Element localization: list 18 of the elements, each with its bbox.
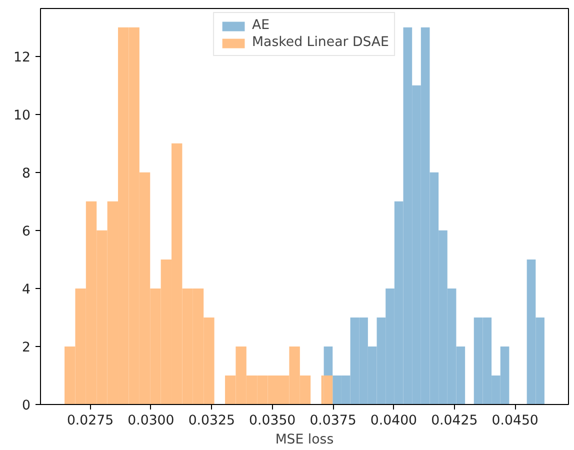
x-tick-label: 0.0325: [188, 414, 235, 428]
y-tick-label: 12: [14, 50, 31, 66]
y-tick-label: 0: [22, 398, 31, 414]
x-tick-label: 0.0350: [249, 414, 296, 428]
x-axis-title: MSE loss: [275, 432, 334, 448]
x-tick-label: 0.0425: [431, 414, 478, 428]
x-tick-label: 0.0375: [310, 414, 356, 428]
y-tick-label: 2: [22, 340, 31, 356]
y-tick-label: 8: [22, 166, 31, 182]
x-tick-label: 0.0450: [492, 414, 538, 428]
y-tick-label: 4: [22, 282, 31, 298]
x-tick-label: 0.0275: [66, 414, 114, 428]
x-tick-label: 0.0300: [128, 414, 174, 428]
x-tick-label: 0.0400: [370, 414, 418, 428]
legend-label: Masked Linear DSAE: [252, 35, 389, 50]
y-tick-label: 10: [14, 108, 31, 124]
y-tick-label: 6: [22, 224, 31, 240]
legend-label: AE: [252, 18, 271, 33]
